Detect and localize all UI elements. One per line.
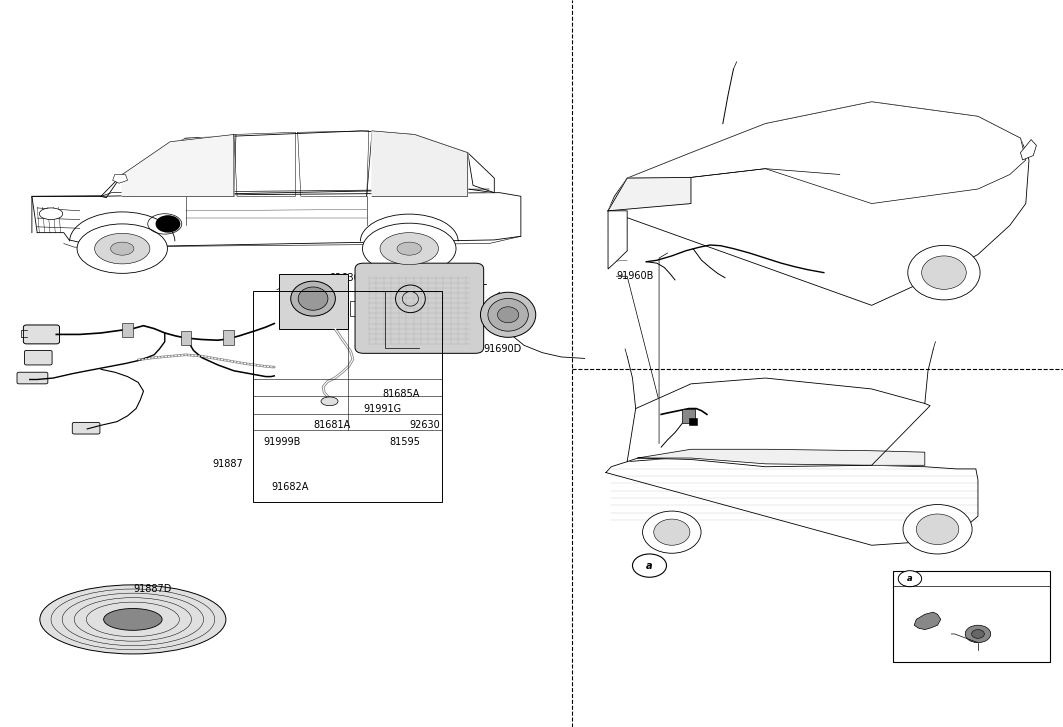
Ellipse shape (497, 307, 519, 323)
Text: 92630: 92630 (409, 419, 440, 430)
Polygon shape (32, 193, 521, 247)
Ellipse shape (654, 519, 690, 545)
Ellipse shape (104, 608, 163, 630)
FancyBboxPatch shape (355, 263, 484, 353)
Polygon shape (101, 131, 494, 196)
Circle shape (898, 571, 922, 587)
Polygon shape (1020, 140, 1036, 160)
Bar (682, 409, 695, 423)
Text: 1141AN: 1141AN (946, 609, 984, 619)
Ellipse shape (39, 208, 63, 220)
FancyBboxPatch shape (24, 350, 52, 365)
Text: 91999B: 91999B (264, 437, 301, 447)
Ellipse shape (95, 233, 150, 264)
Text: a: a (646, 561, 653, 571)
Text: 91991G: 91991G (364, 403, 402, 414)
Ellipse shape (291, 281, 336, 316)
Circle shape (156, 216, 180, 232)
Circle shape (972, 630, 984, 638)
Text: 92630: 92630 (330, 273, 360, 283)
Polygon shape (608, 211, 627, 269)
Ellipse shape (904, 505, 973, 554)
Ellipse shape (111, 242, 134, 255)
Ellipse shape (642, 511, 702, 553)
Polygon shape (606, 458, 978, 545)
Ellipse shape (916, 514, 959, 545)
Ellipse shape (298, 287, 328, 310)
Bar (122, 323, 133, 337)
FancyBboxPatch shape (23, 325, 60, 344)
Text: 91682A: 91682A (271, 482, 308, 492)
Bar (181, 331, 191, 345)
Ellipse shape (480, 292, 536, 337)
Ellipse shape (488, 299, 528, 332)
FancyBboxPatch shape (72, 422, 100, 434)
Polygon shape (608, 102, 1029, 305)
Ellipse shape (398, 242, 421, 255)
Polygon shape (372, 131, 468, 196)
Text: 81685A: 81685A (383, 389, 420, 399)
Polygon shape (608, 177, 691, 211)
Ellipse shape (922, 256, 966, 289)
Text: 91960B: 91960B (617, 271, 654, 281)
Circle shape (965, 625, 991, 643)
Circle shape (632, 554, 667, 577)
Polygon shape (627, 102, 1026, 204)
Ellipse shape (381, 233, 439, 265)
Text: 81595: 81595 (389, 437, 420, 447)
Text: a: a (907, 574, 913, 583)
Text: 91690D: 91690D (484, 344, 522, 354)
FancyBboxPatch shape (119, 613, 159, 626)
Ellipse shape (362, 223, 456, 274)
Bar (350, 301, 369, 316)
Ellipse shape (908, 246, 980, 300)
Text: 91887D: 91887D (133, 584, 171, 594)
Bar (893, 571, 1050, 662)
Bar (253, 291, 442, 502)
Polygon shape (113, 174, 128, 183)
Text: 1141AD: 1141AD (946, 624, 984, 634)
Bar (689, 418, 697, 425)
Polygon shape (914, 612, 941, 630)
FancyBboxPatch shape (17, 372, 48, 384)
Polygon shape (638, 449, 925, 465)
Text: 81681A: 81681A (314, 419, 351, 430)
Ellipse shape (77, 224, 168, 273)
Ellipse shape (40, 585, 225, 654)
Ellipse shape (321, 397, 338, 406)
Polygon shape (122, 134, 234, 196)
Bar (223, 330, 234, 345)
Text: 91200M: 91200M (659, 438, 698, 449)
Text: 91887: 91887 (213, 459, 243, 469)
Bar (279, 274, 348, 329)
Polygon shape (627, 378, 930, 467)
